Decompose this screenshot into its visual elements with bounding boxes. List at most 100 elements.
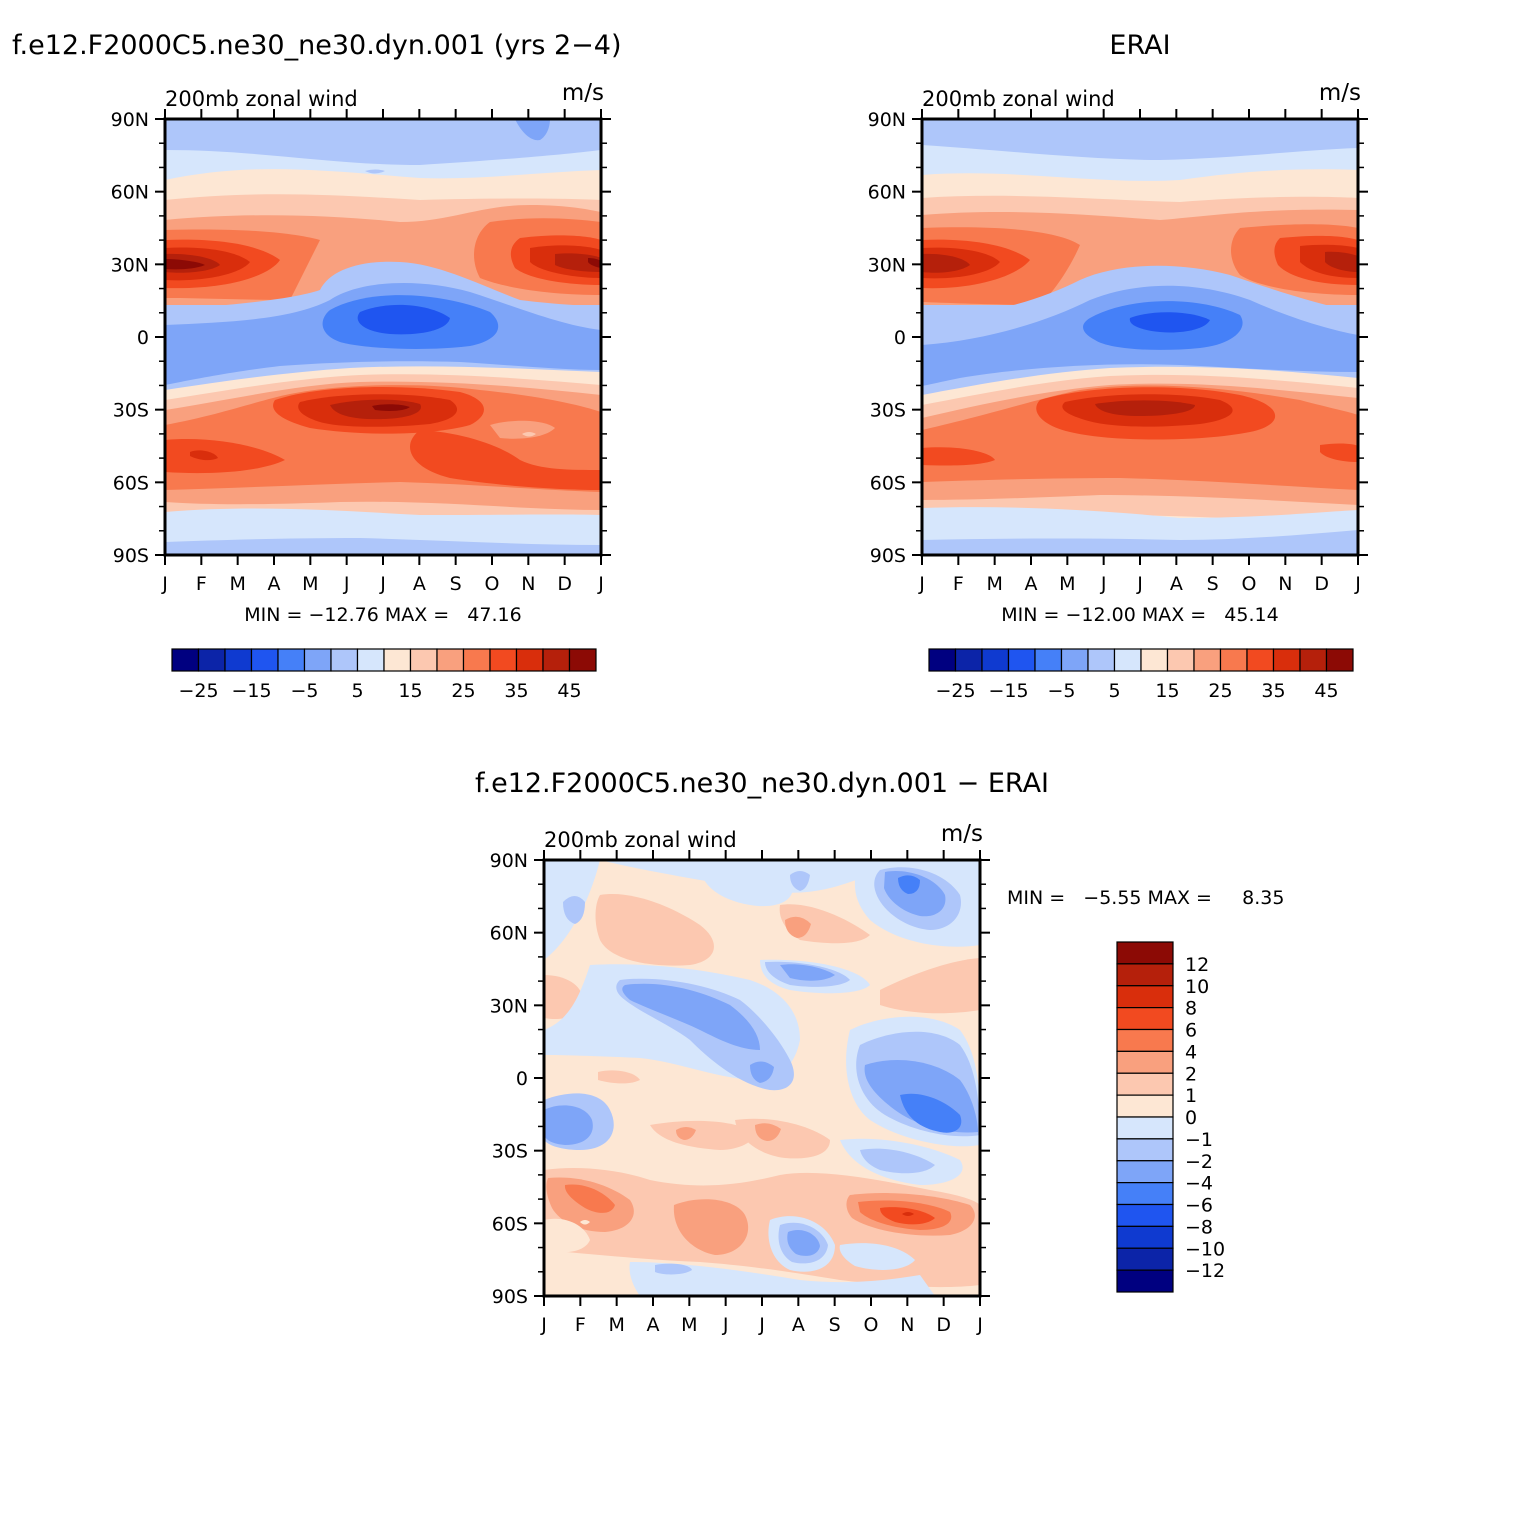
y-tick-label: 60N: [868, 182, 906, 204]
colorbar-label: −25: [178, 680, 218, 702]
colorbar-label: 45: [1314, 680, 1338, 702]
x-tick-label: J: [161, 573, 168, 595]
x-tick-label: F: [575, 1314, 586, 1336]
colorbar-label: −1: [1185, 1129, 1213, 1151]
panel-model-title: f.e12.F2000C5.ne30_ne30.dyn.001 (yrs 2−4…: [12, 30, 621, 61]
colorbar-swatch: [224, 648, 253, 672]
colorbar-label: 1: [1185, 1085, 1197, 1107]
colorbar-swatch: [1219, 648, 1248, 672]
x-tick-label: M: [608, 1314, 624, 1336]
x-tick-label: M: [229, 573, 245, 595]
panel-model-minmax: MIN = −12.76 MAX = 47.16: [244, 604, 521, 626]
panel-diff-minmax: MIN = −5.55 MAX = 8.35: [1007, 887, 1284, 909]
x-tick-label: M: [986, 573, 1002, 595]
colorbar-label: 10: [1185, 976, 1209, 998]
colorbar-label: −2: [1185, 1151, 1213, 1173]
x-tick-label: J: [343, 573, 350, 595]
panel-obs: ERAI 200mb zonal wind m/s: [868, 30, 1368, 702]
x-tick-label: D: [1314, 573, 1329, 595]
colorbar-label: −4: [1185, 1173, 1213, 1195]
x-tick-label: J: [722, 1314, 729, 1336]
x-tick-label: M: [302, 573, 318, 595]
x-tick-label: N: [900, 1314, 914, 1336]
panel-obs-subtitle: 200mb zonal wind: [922, 87, 1115, 111]
colorbar-label: −5: [1047, 680, 1075, 702]
colorbar-swatch: [1116, 985, 1174, 1009]
x-tick-label: M: [681, 1314, 697, 1336]
colorbar-swatch: [515, 648, 544, 672]
x-tick-label: O: [864, 1314, 879, 1336]
y-tick-label: 90N: [868, 109, 906, 131]
colorbar-swatch: [1116, 1225, 1174, 1249]
y-tick-label: 30S: [492, 1141, 528, 1163]
colorbar-swatch: [928, 648, 957, 672]
x-tick-label: J: [597, 573, 604, 595]
x-tick-label: F: [953, 573, 964, 595]
colorbar-swatch: [462, 648, 491, 672]
y-tick-label: 90S: [492, 1286, 528, 1308]
colorbar-swatch: [1325, 648, 1354, 672]
panel-model: f.e12.F2000C5.ne30_ne30.dyn.001 (yrs 2−4…: [12, 30, 621, 702]
colorbar-label: −25: [935, 680, 975, 702]
panel-diff-field: [544, 860, 980, 1296]
panel-obs-units: m/s: [1319, 80, 1361, 106]
colorbar-label: 0: [1185, 1107, 1197, 1129]
panel-model-units: m/s: [562, 80, 604, 106]
y-tick-label: 60S: [492, 1213, 528, 1235]
x-tick-label: N: [1278, 573, 1292, 595]
y-tick-label: 30S: [870, 400, 906, 422]
colorbar-swatch: [1193, 648, 1222, 672]
panel-diff: f.e12.F2000C5.ne30_ne30.dyn.001 − ERAI 2…: [475, 768, 1284, 1336]
colorbar-swatch: [1034, 648, 1063, 672]
y-tick-label: 0: [894, 327, 906, 349]
colorbar-label: −15: [231, 680, 271, 702]
x-tick-label: A: [647, 1314, 660, 1336]
y-tick-label: 0: [137, 327, 149, 349]
y-tick-label: 30N: [490, 995, 528, 1017]
colorbar-label: 12: [1185, 954, 1209, 976]
x-tick-label: A: [413, 573, 426, 595]
panel-obs-minmax: MIN = −12.00 MAX = 45.14: [1001, 604, 1278, 626]
colorbar-label: 8: [1185, 998, 1197, 1020]
colorbar-label: 15: [1155, 680, 1179, 702]
colorbar-swatch: [1116, 1116, 1174, 1140]
x-tick-label: J: [1100, 573, 1107, 595]
colorbar-swatch: [1116, 1138, 1174, 1162]
colorbar-swatch: [954, 648, 983, 672]
colorbar-swatch: [409, 648, 438, 672]
y-tick-label: 30N: [868, 254, 906, 276]
x-tick-label: A: [268, 573, 281, 595]
panel-model-colorbar: −25 −15 −5 5 15 25 35 45: [171, 648, 597, 702]
x-tick-label: J: [1136, 573, 1143, 595]
x-tick-label: A: [1170, 573, 1183, 595]
colorbar-swatch: [250, 648, 279, 672]
panel-diff-title: f.e12.F2000C5.ne30_ne30.dyn.001 − ERAI: [475, 768, 1049, 799]
colorbar-swatch: [1299, 648, 1328, 672]
colorbar-swatch: [1116, 1203, 1174, 1227]
panel-obs-field: [922, 119, 1358, 555]
colorbar-swatch: [568, 648, 597, 672]
colorbar-label: −10: [1185, 1238, 1225, 1260]
colorbar-swatch: [1116, 1247, 1174, 1271]
colorbar-label: 2: [1185, 1063, 1197, 1085]
colorbar-swatch: [383, 648, 412, 672]
x-tick-label: F: [196, 573, 207, 595]
panel-obs-title: ERAI: [1109, 30, 1170, 61]
colorbar-label: 25: [451, 680, 475, 702]
y-tick-label: 30S: [113, 400, 149, 422]
colorbar-swatch: [1116, 1072, 1174, 1096]
panel-model-field: [165, 119, 601, 555]
colorbar-label: −15: [988, 680, 1028, 702]
colorbar-label: −6: [1185, 1195, 1213, 1217]
x-tick-label: A: [792, 1314, 805, 1336]
x-tick-label: J: [758, 1314, 765, 1336]
y-tick-label: 60S: [113, 472, 149, 494]
colorbar-swatch: [197, 648, 226, 672]
colorbar-swatch: [1246, 648, 1275, 672]
y-tick-label: 90S: [113, 545, 149, 567]
x-tick-label: J: [540, 1314, 547, 1336]
